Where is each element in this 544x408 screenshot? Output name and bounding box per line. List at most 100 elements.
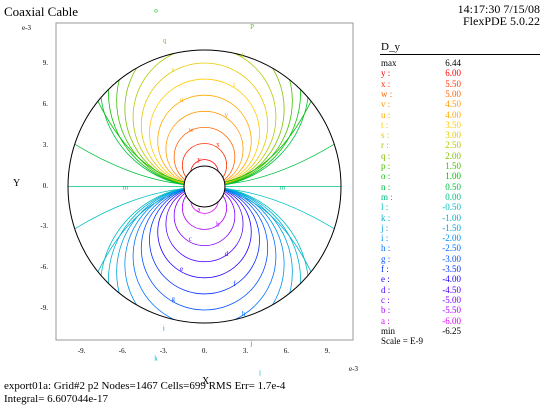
- legend-value: -2.00: [442, 233, 461, 244]
- plot-frame: [55, 22, 354, 341]
- legend-value: 4.00: [445, 109, 461, 120]
- contour-labels: yxwvutsrqponabcdefghijklmm: [123, 6, 286, 377]
- legend-symbol: q :: [381, 150, 391, 161]
- legend-divider: [380, 54, 540, 55]
- legend-value: 6.44: [445, 58, 461, 68]
- legend-entry: d : -4.50: [381, 285, 461, 295]
- legend-value: 3.00: [445, 130, 461, 141]
- legend-entry: v : 4.50: [381, 99, 461, 109]
- legend-symbol: w :: [381, 88, 393, 99]
- legend-entry: l : -0.50: [381, 202, 461, 212]
- legend-symbol: x :: [381, 78, 391, 89]
- y-tick-label: -3.: [40, 222, 48, 231]
- legend-entry: s : 3.00: [381, 130, 461, 140]
- contour-label: l: [259, 369, 261, 377]
- run-stamp: 14:17:30 7/15/08 FlexPDE 5.0.22: [458, 3, 540, 27]
- legend-entry: i : -2.00: [381, 233, 461, 243]
- integral-value: Integral= 6.607044e-17: [4, 393, 108, 405]
- x-tick-label: 6.: [283, 347, 290, 355]
- contour-label: a: [197, 205, 201, 213]
- legend-symbol: k :: [381, 212, 391, 223]
- legend-title: D_y: [381, 41, 400, 53]
- legend-symbol: max: [381, 58, 397, 68]
- x-tick-label: -9.: [77, 347, 86, 355]
- legend-entry: q : 2.00: [381, 151, 461, 161]
- contour-label: v: [225, 111, 229, 119]
- contour-line: [124, 50, 285, 188]
- legend-entry: f : -3.50: [381, 264, 461, 274]
- legend-value: -6.00: [442, 315, 461, 326]
- contour-line: [224, 101, 312, 183]
- legend-symbol: y :: [381, 68, 391, 79]
- legend-symbol: m :: [381, 191, 393, 202]
- legend-value: 5.00: [445, 88, 461, 99]
- legend-value: 1.00: [445, 171, 461, 182]
- legend-symbol: i :: [381, 233, 389, 244]
- contour-label: s: [171, 66, 174, 74]
- legend-value: -1.50: [442, 222, 461, 233]
- legend-entry: y : 6.00: [381, 68, 461, 78]
- chart-title: Coaxial Cable: [4, 4, 79, 19]
- legend-value: 6.00: [445, 68, 461, 79]
- legend-entry: u : 4.00: [381, 110, 461, 120]
- legend-value: -5.50: [442, 305, 461, 316]
- legend-value: -5.00: [442, 294, 461, 305]
- legend-value: 2.50: [445, 140, 461, 151]
- legend-entry: h : -2.50: [381, 243, 461, 253]
- legend-value: 3.50: [445, 119, 461, 130]
- legend-symbol: v :: [381, 99, 391, 110]
- contour-line: [74, 188, 185, 230]
- x-tick-label: 0.: [201, 347, 208, 355]
- contour-line: [74, 143, 185, 185]
- contour-label: k: [154, 355, 158, 363]
- legend-value: 0.00: [445, 191, 461, 202]
- contour-line: [224, 143, 335, 185]
- legend-entry: k : -1.00: [381, 213, 461, 223]
- software-version: FlexPDE 5.0.22: [462, 14, 540, 28]
- contour-label: e: [180, 265, 183, 273]
- contour-label: p: [250, 21, 254, 29]
- y-tick-label: -9.: [40, 304, 48, 313]
- legend-symbol: p :: [381, 161, 391, 171]
- legend-value: 0.50: [445, 181, 461, 192]
- legend-value: 4.50: [445, 99, 461, 110]
- legend-entry: t : 3.50: [381, 120, 461, 130]
- legend-entry: p : 1.50: [381, 161, 461, 171]
- legend-symbol: r :: [381, 140, 389, 151]
- legend-entry: r : 2.50: [381, 140, 461, 150]
- contour-label: m: [280, 184, 286, 192]
- contour-label: h: [242, 310, 246, 318]
- contour-label: m: [123, 184, 129, 192]
- legend-value: 1.50: [445, 161, 461, 171]
- contour-label: t: [233, 81, 235, 89]
- legend-symbol: h :: [381, 243, 391, 254]
- legend-symbol: f :: [381, 264, 389, 274]
- contour-line: [97, 101, 185, 183]
- legend-value: -1.00: [442, 212, 461, 223]
- contour-label: j: [249, 340, 252, 348]
- legend-value: -4.50: [442, 284, 461, 295]
- x-axis-exponent: e-3: [349, 365, 358, 373]
- legend-symbol: c :: [381, 294, 390, 305]
- timestamp: 14:17:30 7/15/08: [457, 2, 540, 16]
- legend-value: -0.50: [442, 202, 461, 213]
- y-tick-label: -6.: [40, 263, 48, 272]
- legend-entry: min -6.25: [381, 326, 461, 336]
- contour-label: x: [216, 141, 220, 149]
- y-tick-label: 3.: [42, 140, 48, 149]
- contour-label: g: [171, 295, 175, 303]
- contour-label: c: [189, 235, 192, 243]
- inner-conductor-boundary: [183, 165, 226, 208]
- run-summary: export01a: Grid#2 p2 Nodes=1467 Cells=69…: [4, 380, 286, 392]
- legend-symbol: l :: [381, 202, 389, 213]
- legend-value: -2.50: [442, 243, 461, 254]
- legend-symbol: n :: [381, 181, 391, 192]
- legend-symbol: t :: [381, 119, 389, 130]
- legend-entry: a : -6.00: [381, 316, 461, 326]
- legend-symbol: s :: [381, 130, 390, 141]
- legend-value: -6.25: [442, 325, 461, 336]
- contour-label: o: [154, 6, 158, 14]
- contour-line: [99, 50, 310, 188]
- y-axis-label: Y: [13, 178, 21, 189]
- legend-value: -3.00: [442, 253, 461, 264]
